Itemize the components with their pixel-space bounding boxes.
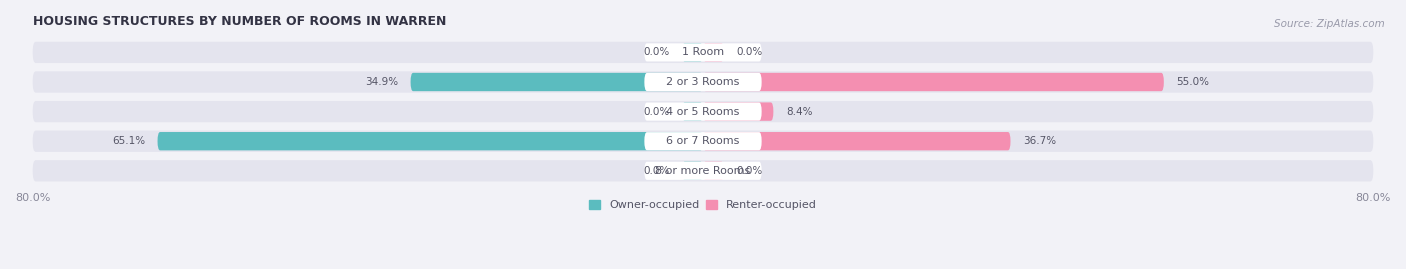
FancyBboxPatch shape (703, 43, 724, 62)
FancyBboxPatch shape (644, 43, 762, 61)
Text: 34.9%: 34.9% (366, 77, 398, 87)
FancyBboxPatch shape (644, 132, 762, 150)
Text: 55.0%: 55.0% (1177, 77, 1209, 87)
Text: 0.0%: 0.0% (643, 107, 669, 116)
FancyBboxPatch shape (703, 73, 1164, 91)
FancyBboxPatch shape (703, 132, 1011, 150)
FancyBboxPatch shape (682, 43, 703, 62)
Text: 65.1%: 65.1% (112, 136, 145, 146)
FancyBboxPatch shape (32, 130, 1374, 152)
Text: HOUSING STRUCTURES BY NUMBER OF ROOMS IN WARREN: HOUSING STRUCTURES BY NUMBER OF ROOMS IN… (32, 15, 446, 28)
FancyBboxPatch shape (682, 102, 703, 121)
Text: 8.4%: 8.4% (786, 107, 813, 116)
Text: 4 or 5 Rooms: 4 or 5 Rooms (666, 107, 740, 116)
FancyBboxPatch shape (157, 132, 703, 150)
Text: 0.0%: 0.0% (643, 47, 669, 57)
Text: 2 or 3 Rooms: 2 or 3 Rooms (666, 77, 740, 87)
FancyBboxPatch shape (411, 73, 703, 91)
Text: 0.0%: 0.0% (643, 166, 669, 176)
FancyBboxPatch shape (703, 162, 724, 180)
Legend: Owner-occupied, Renter-occupied: Owner-occupied, Renter-occupied (585, 196, 821, 215)
FancyBboxPatch shape (644, 73, 762, 91)
FancyBboxPatch shape (32, 160, 1374, 182)
FancyBboxPatch shape (644, 102, 762, 121)
Text: 1 Room: 1 Room (682, 47, 724, 57)
Text: 0.0%: 0.0% (737, 47, 763, 57)
Text: 8 or more Rooms: 8 or more Rooms (655, 166, 751, 176)
Text: 6 or 7 Rooms: 6 or 7 Rooms (666, 136, 740, 146)
FancyBboxPatch shape (32, 42, 1374, 63)
FancyBboxPatch shape (682, 162, 703, 180)
Text: 0.0%: 0.0% (737, 166, 763, 176)
FancyBboxPatch shape (32, 71, 1374, 93)
Text: 36.7%: 36.7% (1024, 136, 1056, 146)
FancyBboxPatch shape (32, 101, 1374, 122)
FancyBboxPatch shape (703, 102, 773, 121)
Text: Source: ZipAtlas.com: Source: ZipAtlas.com (1274, 19, 1385, 29)
FancyBboxPatch shape (644, 162, 762, 180)
